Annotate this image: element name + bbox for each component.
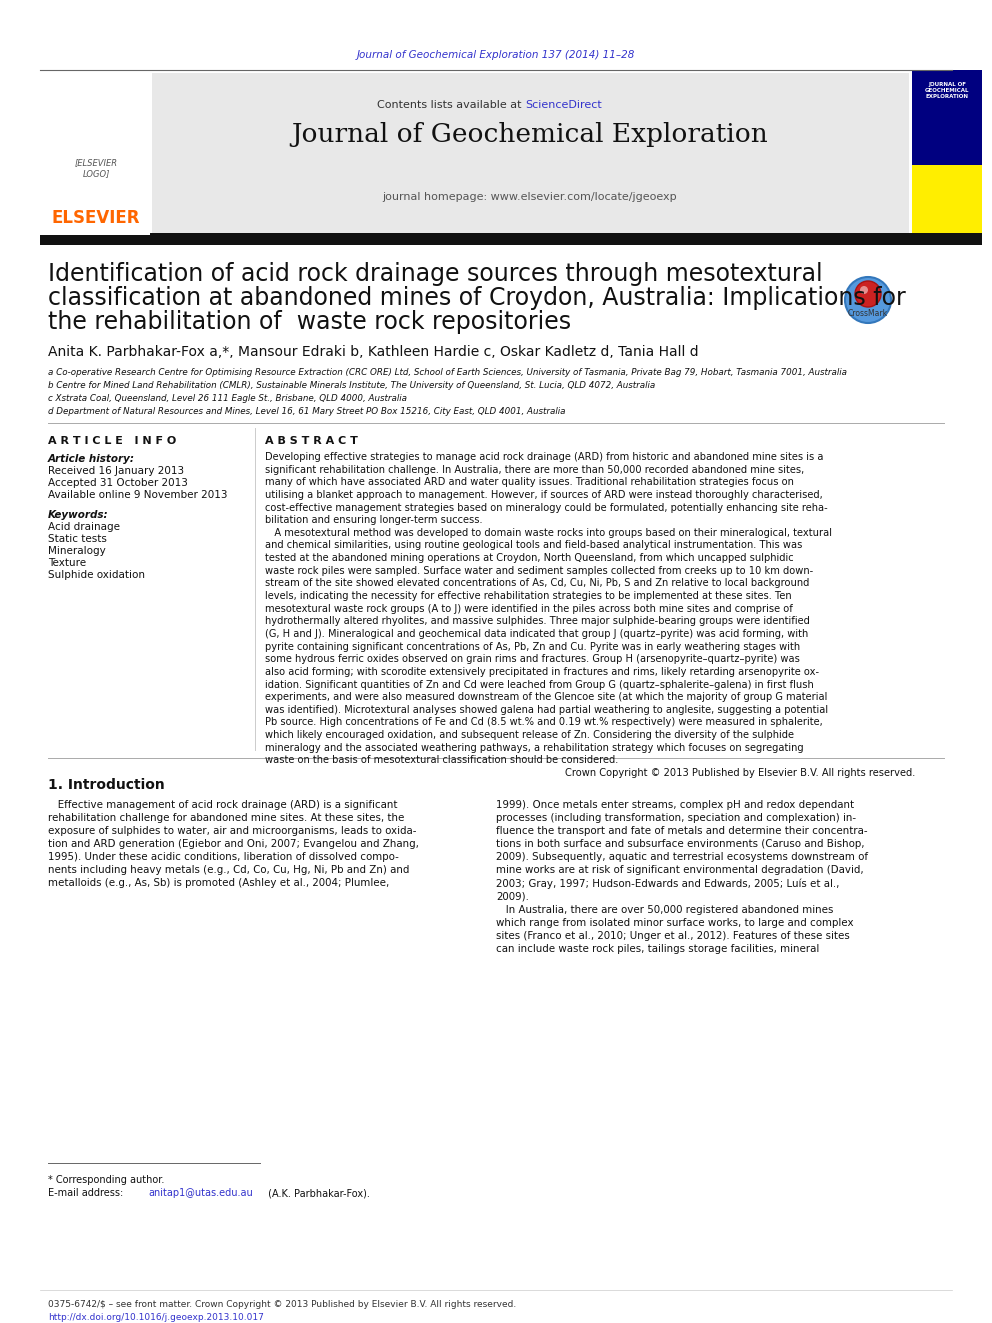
Text: * Corresponding author.: * Corresponding author. <box>48 1175 165 1185</box>
Text: 1. Introduction: 1. Introduction <box>48 778 165 792</box>
Text: a Co-operative Research Centre for Optimising Resource Extraction (CRC ORE) Ltd,: a Co-operative Research Centre for Optim… <box>48 368 847 377</box>
Text: Journal of Geochemical Exploration 137 (2014) 11–28: Journal of Geochemical Exploration 137 (… <box>357 50 635 60</box>
Text: Journal of Geochemical Exploration: Journal of Geochemical Exploration <box>292 122 769 147</box>
Text: (A.K. Parbhakar-Fox).: (A.K. Parbhakar-Fox). <box>265 1188 370 1199</box>
Text: Anita K. Parbhakar-Fox a,*, Mansour Edraki b, Kathleen Hardie c, Oskar Kadletz d: Anita K. Parbhakar-Fox a,*, Mansour Edra… <box>48 345 698 359</box>
Text: A R T I C L E   I N F O: A R T I C L E I N F O <box>48 437 177 446</box>
Text: Accepted 31 October 2013: Accepted 31 October 2013 <box>48 478 187 488</box>
Text: JOURNAL OF
GEOCHEMICAL
EXPLORATION: JOURNAL OF GEOCHEMICAL EXPLORATION <box>925 82 969 99</box>
Bar <box>912 70 982 165</box>
Text: Contents lists available at: Contents lists available at <box>377 101 525 110</box>
Text: http://dx.doi.org/10.1016/j.geoexp.2013.10.017: http://dx.doi.org/10.1016/j.geoexp.2013.… <box>48 1312 264 1322</box>
Text: 1999). Once metals enter streams, complex pH and redox dependant
processes (incl: 1999). Once metals enter streams, comple… <box>496 800 868 954</box>
Text: journal homepage: www.elsevier.com/locate/jgeoexp: journal homepage: www.elsevier.com/locat… <box>383 192 678 202</box>
Text: Sulphide oxidation: Sulphide oxidation <box>48 570 145 579</box>
Text: c Xstrata Coal, Queensland, Level 26 111 Eagle St., Brisbane, QLD 4000, Australi: c Xstrata Coal, Queensland, Level 26 111… <box>48 394 407 404</box>
Bar <box>912 73 982 235</box>
Text: classification at abandoned mines of Croydon, Australia: Implications for: classification at abandoned mines of Cro… <box>48 286 906 310</box>
Bar <box>40 233 982 245</box>
Text: A B S T R A C T: A B S T R A C T <box>265 437 358 446</box>
Text: E-mail address:: E-mail address: <box>48 1188 126 1199</box>
Text: Article history:: Article history: <box>48 454 135 464</box>
Text: Developing effective strategies to manage acid rock drainage (ARD) from historic: Developing effective strategies to manag… <box>265 452 916 778</box>
Text: CrossMark: CrossMark <box>848 310 888 319</box>
Text: Texture: Texture <box>48 558 86 568</box>
Bar <box>152 73 909 235</box>
Text: b Centre for Mined Land Rehabilitation (CMLR), Sustainable Minerals Institute, T: b Centre for Mined Land Rehabilitation (… <box>48 381 656 390</box>
Text: Identification of acid rock drainage sources through mesotextural: Identification of acid rock drainage sou… <box>48 262 822 286</box>
Text: Available online 9 November 2013: Available online 9 November 2013 <box>48 490 227 500</box>
Circle shape <box>860 286 868 294</box>
Text: Acid drainage: Acid drainage <box>48 523 120 532</box>
Circle shape <box>855 280 881 307</box>
Text: 0375-6742/$ – see front matter. Crown Copyright © 2013 Published by Elsevier B.V: 0375-6742/$ – see front matter. Crown Co… <box>48 1301 516 1308</box>
Text: Effective management of acid rock drainage (ARD) is a significant
rehabilitation: Effective management of acid rock draina… <box>48 800 419 888</box>
Text: anitap1@utas.edu.au: anitap1@utas.edu.au <box>148 1188 253 1199</box>
Text: Mineralogy: Mineralogy <box>48 546 106 556</box>
Circle shape <box>845 277 891 323</box>
Text: [ELSEVIER
LOGO]: [ELSEVIER LOGO] <box>74 159 118 177</box>
Text: ScienceDirect: ScienceDirect <box>525 101 602 110</box>
Text: Keywords:: Keywords: <box>48 509 109 520</box>
Bar <box>40 73 150 235</box>
Text: the rehabilitation of  waste rock repositories: the rehabilitation of waste rock reposit… <box>48 310 571 333</box>
Text: Received 16 January 2013: Received 16 January 2013 <box>48 466 185 476</box>
Text: d Department of Natural Resources and Mines, Level 16, 61 Mary Street PO Box 152: d Department of Natural Resources and Mi… <box>48 407 565 415</box>
Text: Static tests: Static tests <box>48 534 107 544</box>
Text: ELSEVIER: ELSEVIER <box>52 209 140 228</box>
